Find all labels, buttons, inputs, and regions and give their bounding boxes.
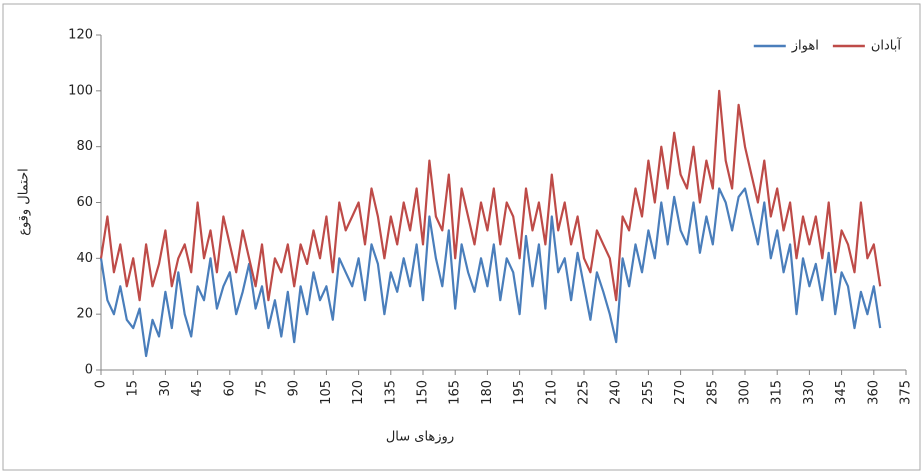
x-tick-label: 60 xyxy=(222,380,237,397)
series-line xyxy=(99,187,882,358)
x-tick-label: 330 xyxy=(802,380,817,405)
y-tick-label: 100 xyxy=(68,83,93,98)
x-tick-label: 375 xyxy=(899,380,914,405)
chart-border xyxy=(2,3,921,471)
legend-label: آبادان xyxy=(871,37,903,54)
x-tick-label: 90 xyxy=(287,380,302,397)
y-tick-label: 0 xyxy=(85,363,93,378)
x-tick-label: 255 xyxy=(641,380,656,405)
series-line xyxy=(99,89,882,302)
x-tick-label: 30 xyxy=(158,380,173,397)
y-tick-label: 20 xyxy=(76,307,93,322)
x-tick-label: 195 xyxy=(512,380,527,405)
x-tick-label: 15 xyxy=(126,380,141,397)
x-axis-label: روزهای سال xyxy=(386,430,454,445)
x-tick-label: 165 xyxy=(448,380,463,405)
y-tick-label: 60 xyxy=(76,195,93,210)
x-tick-label: 150 xyxy=(416,380,431,405)
x-tick-label: 345 xyxy=(834,380,849,405)
x-tick-label: 45 xyxy=(190,380,205,397)
x-tick-label: 105 xyxy=(319,380,334,405)
x-tick-label: 120 xyxy=(351,380,366,405)
x-tick-label: 270 xyxy=(673,380,688,405)
y-tick-label: 80 xyxy=(76,139,93,154)
x-tick-label: 240 xyxy=(609,380,624,405)
x-tick-label: 225 xyxy=(577,380,592,405)
x-tick-label: 75 xyxy=(255,380,270,397)
legend-label: اهواز xyxy=(791,39,819,54)
y-axis-label: احتمال وقوع xyxy=(17,168,32,236)
y-tick-label: 120 xyxy=(68,28,93,43)
x-tick-label: 315 xyxy=(770,380,785,405)
x-tick-label: 300 xyxy=(738,380,753,405)
x-tick-label: 360 xyxy=(866,380,881,405)
x-tick-label: 135 xyxy=(383,380,398,405)
x-tick-label: 285 xyxy=(705,380,720,405)
x-tick-label: 210 xyxy=(544,380,559,405)
x-tick-label: 180 xyxy=(480,380,495,405)
y-tick-label: 40 xyxy=(76,251,93,266)
x-tick-label: 0 xyxy=(94,380,109,388)
